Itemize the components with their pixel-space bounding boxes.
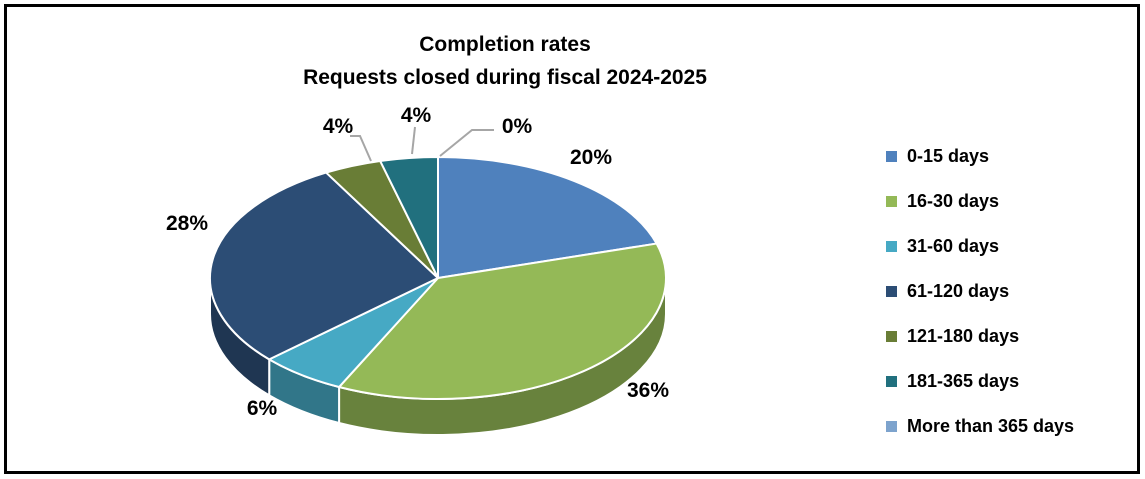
legend-label: 121-180 days [907,326,1020,346]
chart-title-line2: Requests closed during fiscal 2024-2025 [303,66,707,89]
data-label-2: 6% [247,397,278,420]
legend-item-2: 31-60 days [886,224,1074,269]
legend-item-3: 61-120 days [886,269,1074,314]
chart-title: Completion rates Requests closed during … [0,28,1010,94]
legend-item-0: 0-15 days [886,134,1074,179]
legend-swatch-icon [886,286,897,297]
pie-slice-1 [338,242,667,400]
data-label-6: 0% [502,115,533,138]
data-label-1: 36% [627,379,669,402]
chart-title-line1: Completion rates [419,33,591,56]
legend-swatch-icon [886,331,897,342]
leader-line-5 [411,126,416,155]
legend-label: 181-365 days [907,371,1020,391]
leader-line-4 [350,135,372,162]
legend-label: 31-60 days [907,236,1000,256]
pie-slice-0 [437,156,658,279]
data-label-4: 4% [323,115,354,138]
legend-label: 16-30 days [907,191,1000,211]
chart-legend: 0-15 days 16-30 days 31-60 days 61-120 days… [886,134,1074,449]
legend-label: 0-15 days [907,146,990,166]
leader-line-6 [439,129,494,157]
legend-swatch-icon [886,196,897,207]
data-label-0: 20% [570,146,612,169]
data-label-3: 28% [166,212,208,235]
legend-label: More than 365 days [907,416,1075,436]
pie-slice-3 [209,171,439,361]
data-label-5: 4% [401,104,432,127]
legend-item-6: More than 365 days [886,404,1074,449]
pie-slice-5 [379,156,439,279]
legend-swatch-icon [886,151,897,162]
legend-item-5: 181-365 days [886,359,1074,404]
legend-label: 61-120 days [907,281,1010,301]
legend-item-1: 16-30 days [886,179,1074,224]
legend-swatch-icon [886,241,897,252]
legend-item-4: 121-180 days [886,314,1074,359]
legend-swatch-icon [886,421,897,432]
legend-swatch-icon [886,376,897,387]
